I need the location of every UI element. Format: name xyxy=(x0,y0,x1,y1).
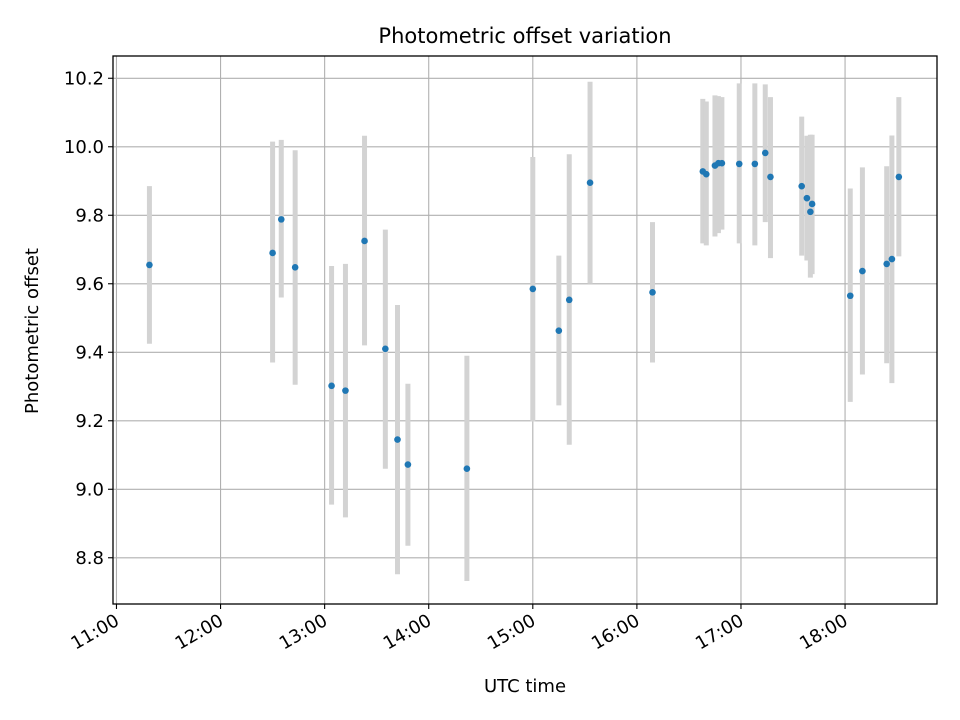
y-tick-label: 9.4 xyxy=(75,342,104,363)
data-point xyxy=(895,173,903,181)
data-point xyxy=(529,285,537,293)
data-point xyxy=(888,255,896,263)
axis-ticks: 11:00 12:00 13:00 14:00 15:00 16:00 17:00 18:00… xyxy=(64,68,852,654)
data-point xyxy=(463,465,471,473)
data-point xyxy=(555,327,563,334)
data-point xyxy=(702,170,710,178)
x-tick-label: 13:00 xyxy=(276,610,331,654)
errorbar-group xyxy=(146,81,902,582)
data-point xyxy=(342,387,349,394)
y-tick-label: 10.0 xyxy=(64,137,104,158)
data-point xyxy=(761,149,769,157)
data-point xyxy=(649,289,656,296)
data-point xyxy=(328,382,335,390)
x-tick-label: 16:00 xyxy=(588,610,643,654)
x-tick-label: 14:00 xyxy=(380,610,435,654)
data-point xyxy=(808,200,816,208)
data-point xyxy=(565,296,573,304)
x-tick-label: 11:00 xyxy=(68,610,123,654)
y-tick-label: 9.2 xyxy=(75,411,104,432)
data-point xyxy=(803,194,811,202)
y-axis-label: Photometric offset xyxy=(22,248,43,414)
x-tick-label: 15:00 xyxy=(484,610,539,654)
data-point xyxy=(718,159,726,167)
data-point xyxy=(846,292,854,300)
y-tick-label: 9.8 xyxy=(75,205,104,226)
data-point xyxy=(883,260,890,268)
x-axis-label: UTC time xyxy=(484,676,566,697)
x-tick-label: 12:00 xyxy=(172,610,227,654)
x-tick-label: 18:00 xyxy=(796,610,851,654)
data-point-group xyxy=(146,149,903,473)
data-point xyxy=(586,179,594,187)
data-point xyxy=(859,267,866,275)
data-point xyxy=(277,216,285,223)
chart-title: Photometric offset variation xyxy=(378,24,671,48)
data-point xyxy=(146,261,153,269)
data-point xyxy=(394,436,401,443)
data-point xyxy=(798,182,805,190)
y-tick-label: 9.6 xyxy=(75,274,104,295)
x-tick-label: 17:00 xyxy=(692,610,747,654)
data-point xyxy=(735,160,743,168)
data-point xyxy=(269,249,276,257)
data-point xyxy=(404,461,412,468)
y-tick-label: 10.2 xyxy=(64,68,104,89)
data-point xyxy=(767,173,774,181)
y-tick-label: 9.0 xyxy=(75,479,104,500)
data-point xyxy=(807,208,814,216)
data-point xyxy=(751,160,759,168)
data-point xyxy=(291,264,299,271)
data-point xyxy=(361,237,368,245)
data-point xyxy=(382,345,389,353)
y-tick-label: 8.8 xyxy=(75,548,104,569)
plot-frame xyxy=(112,55,938,605)
